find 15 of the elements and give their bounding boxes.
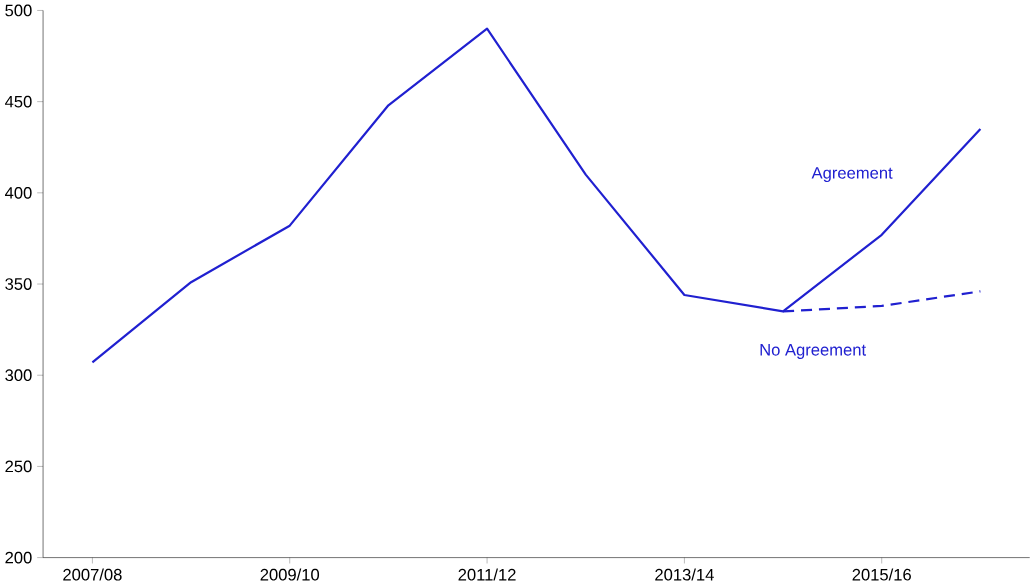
y-tick-label: 250 bbox=[5, 460, 32, 473]
series-label: Agreement bbox=[811, 167, 893, 182]
y-tick-label: 300 bbox=[5, 369, 32, 382]
x-tick-label: 2007/08 bbox=[63, 568, 122, 581]
x-tick-label: 2013/14 bbox=[655, 568, 714, 581]
text: No Agreement bbox=[760, 344, 866, 359]
y-tick-label: 200 bbox=[5, 551, 32, 564]
x-tick-label: 2011/12 bbox=[458, 568, 516, 581]
line-series bbox=[91, 27, 982, 364]
y-tick-label: 450 bbox=[5, 95, 32, 108]
x-tick-label: 2009/10 bbox=[260, 568, 320, 581]
y-tick-label: 400 bbox=[5, 186, 32, 199]
y-tick-label: 500 bbox=[5, 4, 32, 17]
x-tick-label: 2015/16 bbox=[852, 568, 911, 581]
y-tick-label: 350 bbox=[5, 278, 32, 290]
